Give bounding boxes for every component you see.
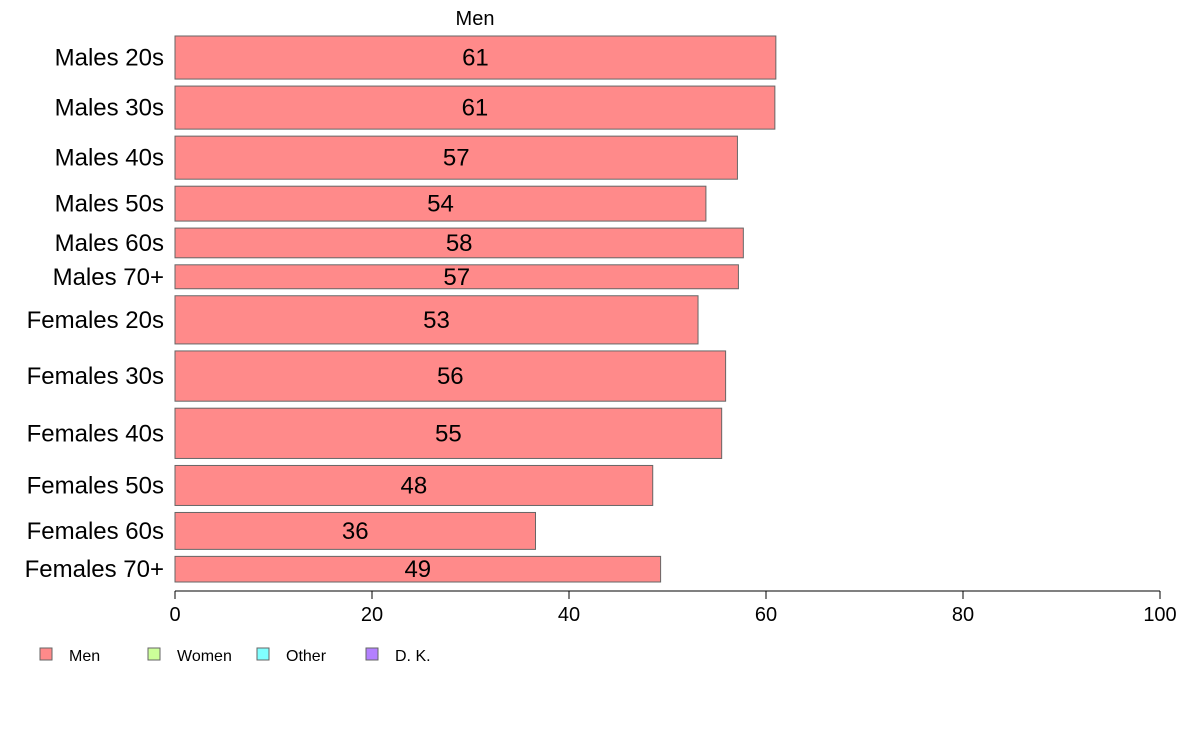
- legend: Men Women Other D. K.: [39, 647, 431, 665]
- bar: [174, 511, 537, 550]
- category-label: Females 30s: [27, 363, 164, 390]
- bar-value-label: 54: [427, 191, 454, 218]
- bar-value-label: 58: [446, 230, 473, 257]
- bars-layer: 61 61 57 54 58 57 53 56 55 48 36 49: [174, 35, 777, 583]
- bar: [174, 264, 739, 290]
- category-label: Females 20s: [27, 307, 164, 334]
- x-tick-label: 80: [952, 604, 974, 626]
- x-tick-label: 20: [361, 604, 383, 626]
- x-tick-label: 0: [169, 604, 180, 626]
- category-label: Males 50s: [55, 191, 164, 218]
- x-tick-label: 40: [558, 604, 580, 626]
- bar: [174, 407, 723, 459]
- bar: [174, 227, 744, 259]
- bar: [174, 35, 777, 80]
- x-axis: 0 20 40 60 80 100: [169, 590, 1177, 626]
- bar-value-label: 61: [462, 95, 489, 122]
- category-label: Females 40s: [27, 420, 164, 447]
- x-tick-label: 100: [1143, 604, 1176, 626]
- category-labels: Males 20s Males 30s Males 40s Males 50s Male…: [25, 45, 164, 584]
- bar-value-label: 53: [423, 307, 450, 334]
- bar-value-label: 57: [443, 264, 470, 291]
- legend-label: Other: [286, 648, 327, 665]
- bar: [174, 185, 707, 222]
- bar-value-label: 56: [437, 363, 464, 390]
- legend-swatch: [256, 647, 270, 661]
- chart-title: Men: [456, 8, 495, 30]
- bar-value-label: 48: [401, 472, 428, 499]
- bar-value-label: 61: [462, 45, 489, 72]
- bar: [174, 295, 699, 345]
- bar: [174, 555, 662, 583]
- bar-value-label: 36: [342, 518, 369, 545]
- category-label: Males 70+: [53, 264, 164, 291]
- legend-swatch: [147, 647, 161, 661]
- category-label: Males 20s: [55, 45, 164, 72]
- category-label: Females 60s: [27, 518, 164, 545]
- category-label: Males 40s: [55, 145, 164, 172]
- legend-label: Men: [69, 648, 100, 665]
- legend-swatch: [365, 647, 379, 661]
- bar: [174, 464, 654, 506]
- bar: [174, 350, 727, 402]
- legend-label: Women: [177, 648, 232, 665]
- legend-swatch: [39, 647, 53, 661]
- bar-value-label: 49: [404, 556, 431, 583]
- bar-value-label: 57: [443, 145, 470, 172]
- bar: [174, 135, 738, 180]
- bar: [174, 85, 776, 130]
- category-label: Females 70+: [25, 556, 164, 583]
- x-tick-label: 60: [755, 604, 777, 626]
- category-label: Males 60s: [55, 230, 164, 257]
- bar-value-label: 55: [435, 420, 462, 447]
- category-label: Males 30s: [55, 95, 164, 122]
- legend-label: D. K.: [395, 648, 431, 665]
- category-label: Females 50s: [27, 472, 164, 499]
